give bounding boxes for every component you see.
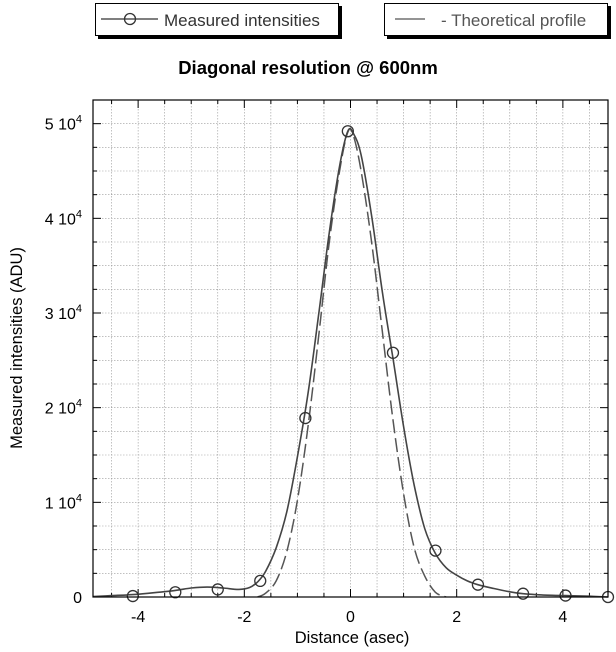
measured-point [341, 125, 354, 138]
measured-point [211, 583, 224, 596]
legend-theoretical: - Theoretical profile [384, 3, 608, 36]
legend-measured-label: Measured intensities [164, 11, 320, 30]
y-tick-label: 5 104 [45, 114, 82, 134]
y-tick-label: 0 [73, 590, 82, 607]
measured-point [386, 346, 400, 359]
measured-point [169, 586, 182, 599]
measured-point [429, 544, 442, 557]
tick-marks [93, 100, 608, 597]
legend-theoretical-label: - Theoretical profile [441, 11, 587, 30]
x-tick-label: 4 [558, 609, 567, 626]
measured-point [254, 574, 267, 588]
series-measured [92, 125, 615, 604]
y-tick-labels: 0 1 104 2 104 3 104 4 104 5 104 [45, 114, 82, 607]
measured-point [516, 587, 530, 600]
x-tick-label: 2 [452, 609, 461, 626]
plot-frame [92, 99, 609, 598]
measured-point [471, 578, 485, 591]
legend-theoretical-symbol [395, 18, 425, 20]
y-tick-label: 1 104 [45, 492, 82, 512]
series-theoretical [257, 128, 447, 598]
legend-measured-symbol [101, 12, 158, 26]
x-tick-label: -4 [131, 609, 145, 626]
x-tick-labels: -4 -2 0 2 4 [131, 609, 567, 626]
chart-title: Diagonal resolution @ 600nm [178, 57, 438, 78]
y-tick-label: 2 104 [45, 398, 82, 418]
y-tick-label: 4 104 [45, 208, 82, 228]
x-axis-title: Distance (asec) [295, 629, 410, 647]
measured-point [559, 589, 572, 602]
grid [93, 100, 608, 597]
x-tick-label: 0 [346, 609, 355, 626]
legend-measured: Measured intensities [95, 3, 339, 36]
x-tick-label: -2 [237, 609, 251, 626]
theoretical-profile-line [257, 128, 447, 598]
y-tick-label: 3 104 [45, 303, 82, 323]
y-axis-title: Measured intensities (ADU) [8, 247, 26, 449]
measured-point [299, 411, 312, 425]
measured-point [126, 589, 139, 603]
